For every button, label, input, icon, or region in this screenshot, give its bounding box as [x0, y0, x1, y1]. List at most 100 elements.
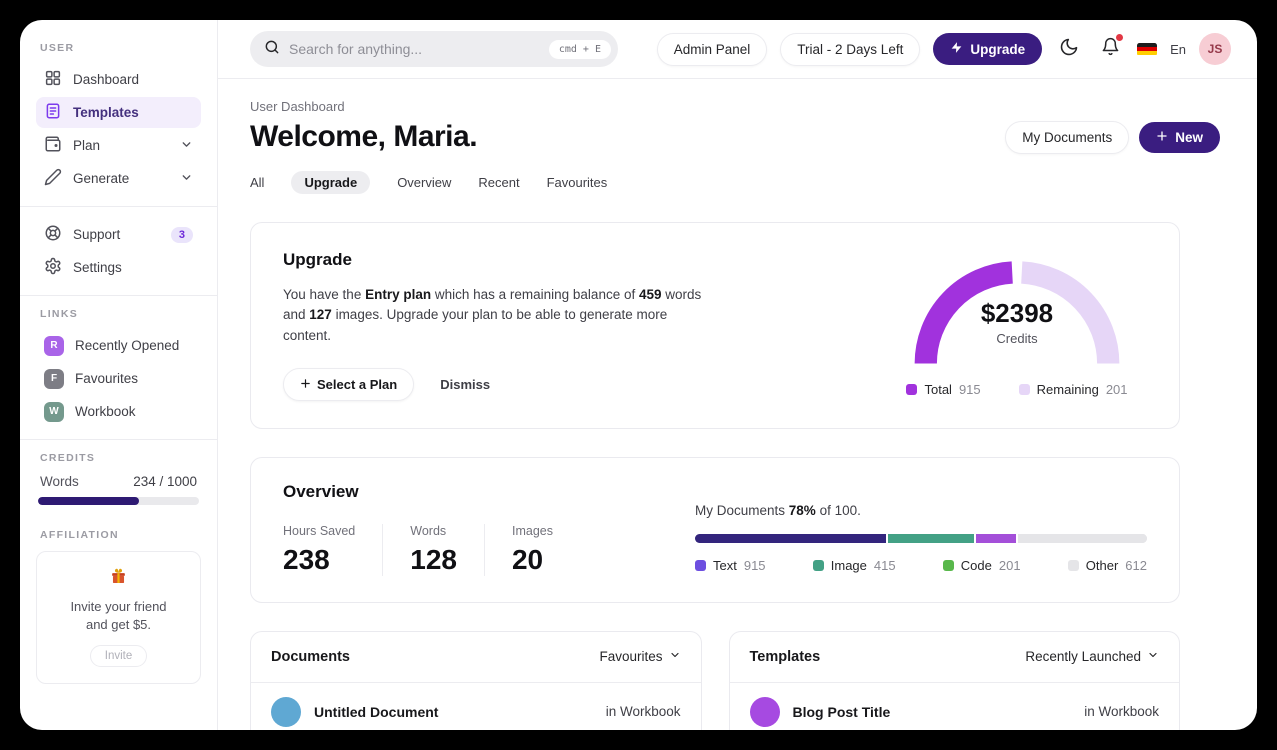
sidebar-item-label: Recently Opened	[75, 338, 180, 353]
template-avatar	[749, 696, 780, 727]
letter-avatar: F	[44, 368, 64, 389]
notifications-button[interactable]	[1096, 34, 1124, 63]
documents-card: Documents Favourites Untitled Document i…	[250, 630, 702, 730]
templates-card-title: Templates	[749, 648, 821, 665]
documents-progress-chart: My Documents 78% of 100. Text 915	[695, 482, 1147, 576]
document-title: Untitled Document	[314, 703, 439, 720]
wallet-icon	[44, 135, 62, 156]
legend-item-text: Text 915	[695, 558, 766, 573]
stacked-progress-bar	[695, 533, 1147, 543]
dark-mode-toggle[interactable]	[1055, 35, 1083, 63]
chevron-down-icon	[1147, 649, 1159, 664]
sidebar-item-label: Support	[73, 227, 121, 242]
upgrade-card: Upgrade You have the Entry plan which ha…	[250, 222, 1180, 429]
tab-overview[interactable]: Overview	[397, 175, 452, 190]
plus-icon	[1156, 130, 1168, 145]
gauge-subtitle: Credits	[996, 331, 1038, 346]
legend-item-total: Total 915	[906, 382, 981, 397]
invite-button[interactable]: Invite	[89, 645, 148, 668]
my-documents-button[interactable]: My Documents	[1005, 120, 1130, 154]
sidebar-item-label: Favourites	[75, 371, 139, 386]
trial-status-badge[interactable]: Trial - 2 Days Left	[780, 32, 921, 66]
plus-icon	[300, 377, 311, 392]
lightning-icon	[950, 41, 963, 57]
bar-segment-other	[1017, 533, 1147, 543]
documents-card-title: Documents	[271, 648, 350, 665]
sidebar-link-recently-opened[interactable]: R Recently Opened	[36, 330, 201, 361]
legend-item-other: Other 612	[1067, 558, 1147, 573]
admin-panel-button[interactable]: Admin Panel	[656, 32, 768, 66]
overview-stats: Hours Saved 238 Words 128 Images 20	[283, 523, 580, 576]
gauge-total-arc	[914, 261, 1014, 364]
sidebar-item-dashboard[interactable]: Dashboard	[36, 64, 201, 95]
sidebar-item-label: Dashboard	[73, 72, 140, 87]
pencil-icon	[44, 168, 62, 189]
language-label[interactable]: En	[1170, 41, 1186, 57]
sidebar-item-support[interactable]: Support 3	[36, 219, 201, 250]
templates-document-icon	[44, 102, 62, 123]
gauge-arcs	[914, 261, 1120, 364]
bell-icon	[1101, 37, 1120, 61]
bar-segment-code	[975, 533, 1018, 543]
template-title: Blog Post Title	[792, 703, 891, 720]
tab-recent[interactable]: Recent	[478, 175, 520, 190]
chevron-down-icon	[180, 171, 193, 187]
credits-gauge-chart: $2398 Credits Total 915 Remaining	[887, 250, 1147, 401]
select-plan-button[interactable]: Select a Plan	[283, 367, 415, 401]
bar-segment-text	[695, 533, 888, 543]
main-area: Search for anything... cmd + E Admin Pan…	[218, 20, 1257, 730]
credits-progress-fill	[38, 497, 140, 505]
notification-dot	[1116, 34, 1124, 41]
sidebar-item-label: Workbook	[75, 404, 136, 419]
tab-all[interactable]: All	[250, 175, 265, 190]
sidebar-item-label: Generate	[73, 171, 130, 186]
search-shortcut-badge: cmd + E	[548, 39, 611, 59]
sidebar: USER Dashboard Templates Plan	[20, 20, 218, 730]
user-avatar[interactable]: JS	[1199, 33, 1231, 65]
templates-filter-dropdown[interactable]: Recently Launched	[1025, 649, 1159, 664]
template-list-item[interactable]: Blog Post Title in Workbook	[730, 683, 1180, 730]
sidebar-item-label: Plan	[73, 138, 101, 153]
gear-icon	[44, 257, 62, 278]
sidebar-item-settings[interactable]: Settings	[36, 252, 201, 283]
credits-words-value: 234 / 1000	[133, 474, 197, 489]
letter-avatar: W	[44, 401, 64, 422]
tab-bar: All Upgrade Overview Recent Favourites	[250, 171, 1200, 194]
support-count-badge: 3	[170, 226, 193, 243]
legend-item-remaining: Remaining 201	[1018, 382, 1128, 397]
stat-hours-saved: Hours Saved 238	[283, 523, 356, 575]
sidebar-divider	[20, 206, 217, 207]
gauge-remaining-arc	[1020, 261, 1120, 364]
sidebar-item-generate[interactable]: Generate	[36, 163, 201, 194]
content-area: User Dashboard Welcome, Maria. My Docume…	[218, 79, 1257, 730]
sidebar-link-workbook[interactable]: W Workbook	[36, 396, 201, 427]
credits-words-label: Words	[40, 474, 79, 489]
legend-swatch	[695, 559, 706, 571]
stat-images: Images 20	[483, 523, 580, 576]
sidebar-link-favourites[interactable]: F Favourites	[36, 363, 201, 394]
dismiss-button[interactable]: Dismiss	[440, 376, 491, 392]
sidebar-item-plan[interactable]: Plan	[36, 130, 201, 161]
progress-title: My Documents 78% of 100.	[695, 502, 861, 518]
documents-filter-dropdown[interactable]: Favourites	[599, 649, 680, 664]
search-input[interactable]: Search for anything... cmd + E	[250, 31, 618, 67]
upgrade-button[interactable]: Upgrade	[933, 33, 1043, 65]
sidebar-section-user: USER	[40, 42, 75, 54]
german-flag-icon[interactable]	[1137, 42, 1158, 56]
document-list-item[interactable]: Untitled Document in Workbook	[251, 683, 701, 730]
legend-swatch	[1018, 384, 1030, 395]
lifebuoy-icon	[44, 224, 62, 245]
bar-segment-image	[887, 533, 976, 543]
letter-avatar: R	[44, 335, 64, 356]
dashboard-grid-icon	[44, 69, 62, 90]
sidebar-item-templates[interactable]: Templates	[36, 97, 201, 128]
templates-card: Templates Recently Launched Blog Post Ti…	[728, 630, 1180, 730]
chevron-down-icon	[669, 649, 681, 664]
new-button[interactable]: New	[1139, 121, 1220, 153]
overview-card-title: Overview	[283, 481, 359, 501]
app-window: USER Dashboard Templates Plan	[20, 20, 1257, 730]
sidebar-section-links: LINKS	[40, 308, 78, 320]
tab-upgrade[interactable]: Upgrade	[291, 171, 371, 194]
legend-item-image: Image 415	[812, 558, 896, 573]
tab-favourites[interactable]: Favourites	[546, 175, 608, 190]
